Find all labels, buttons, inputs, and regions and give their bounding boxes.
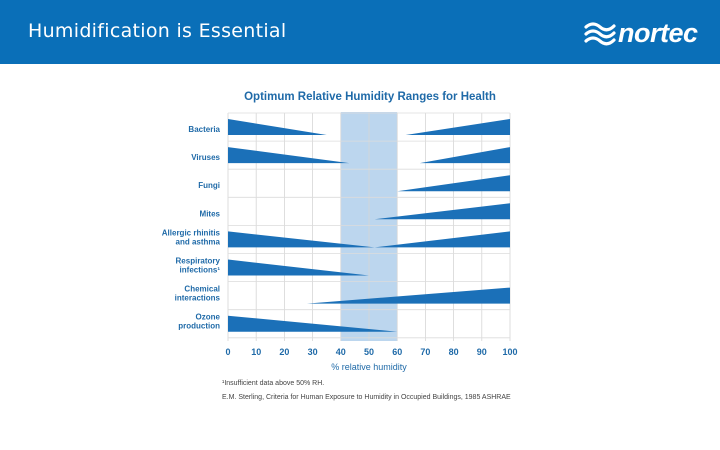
slide-header: Humidification is Essential nortec: [0, 0, 720, 64]
row-label-viruses-0: Viruses: [191, 153, 220, 162]
row-label-ozone-production-0: Ozone: [196, 313, 221, 322]
nortec-logo: nortec: [584, 16, 706, 50]
x-tick-label-80: 80: [449, 347, 459, 357]
wedge-right-bacteria: [405, 119, 510, 135]
x-tick-label-90: 90: [477, 347, 487, 357]
x-tick-label-0: 0: [225, 347, 230, 357]
wedge-right-viruses: [419, 147, 510, 164]
x-tick-label-20: 20: [279, 347, 289, 357]
wedge-left-viruses: [228, 147, 350, 164]
x-tick-label-50: 50: [364, 347, 374, 357]
row-label-bacteria-0: Bacteria: [188, 125, 220, 134]
row-label-allergic-rhinitis-and-asthma-1: and asthma: [176, 237, 221, 246]
footnote-source: E.M. Sterling, Criteria for Human Exposu…: [222, 394, 511, 401]
row-label-fungi-0: Fungi: [198, 181, 220, 190]
row-label-chemical-interactions-1: interactions: [175, 294, 221, 303]
footnote-insufficient-data: ¹Insufficient data above 50% RH.: [222, 380, 325, 387]
wedge-left-ozone-production: [228, 315, 398, 332]
wedge-right-chemical-interactions: [306, 287, 510, 304]
wedge-left-bacteria: [228, 119, 327, 135]
row-label-respiratory-infections-0: Respiratory: [176, 257, 221, 266]
wedge-right-allergic-rhinitis-and-asthma: [374, 231, 510, 248]
x-tick-label-10: 10: [251, 347, 261, 357]
wedge-left-respiratory-infections: [228, 259, 369, 276]
slide-title: Humidification is Essential: [28, 20, 287, 42]
x-axis-label: % relative humidity: [331, 362, 407, 372]
x-tick-label-60: 60: [392, 347, 402, 357]
wedge-right-fungi: [397, 175, 510, 192]
row-label-ozone-production-1: production: [178, 322, 220, 331]
x-tick-label-100: 100: [502, 347, 517, 357]
x-tick-label-70: 70: [420, 347, 430, 357]
humidity-chart: Optimum Relative Humidity Ranges for Hea…: [162, 91, 518, 372]
chart-title: Optimum Relative Humidity Ranges for Hea…: [244, 91, 496, 103]
wedge-left-allergic-rhinitis-and-asthma: [228, 231, 375, 248]
row-label-mites-0: Mites: [200, 209, 221, 218]
row-label-chemical-interactions-0: Chemical: [184, 285, 220, 294]
logo-waves-icon: [584, 22, 616, 46]
row-label-respiratory-infections-1: infections¹: [180, 266, 221, 275]
x-tick-label-40: 40: [336, 347, 346, 357]
logo-text: nortec: [618, 17, 698, 48]
x-tick-label-30: 30: [308, 347, 318, 357]
wedge-right-mites: [374, 203, 510, 220]
row-label-allergic-rhinitis-and-asthma-0: Allergic rhinitis: [162, 228, 221, 237]
